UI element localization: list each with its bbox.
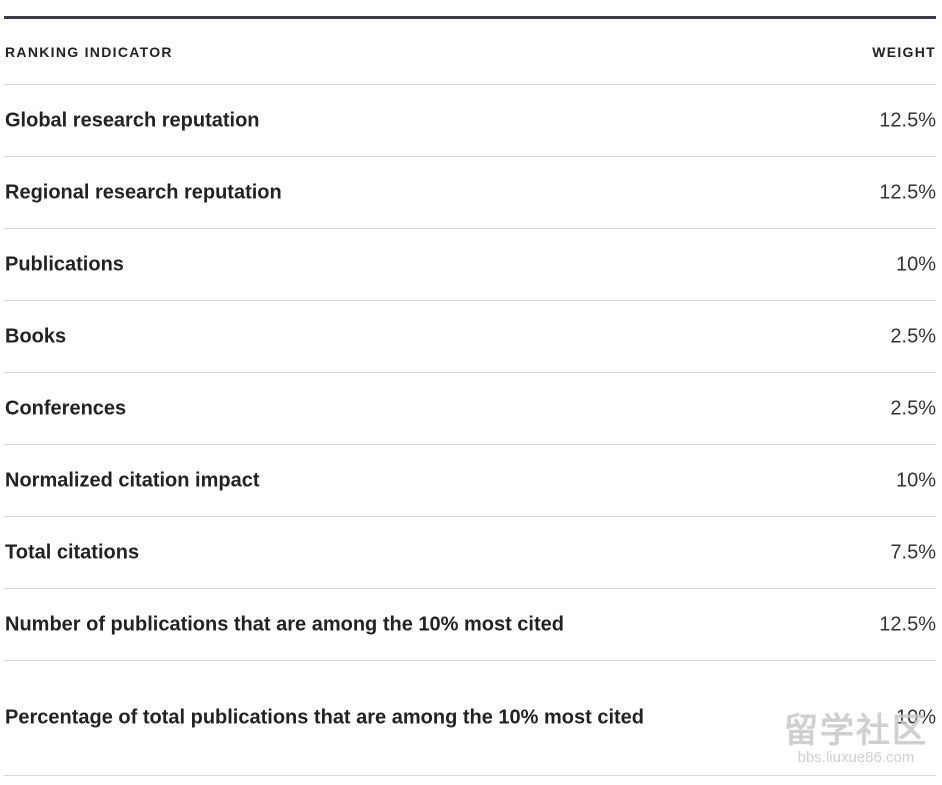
weight-cell: 10% [895,706,936,729]
table-row: Books 2.5% [4,301,936,373]
indicator-cell: Total citations [5,541,140,563]
indicator-cell: Publications [5,253,124,275]
table-row: Conferences 2.5% [4,373,936,445]
indicator-cell: Number of publications that are among th… [5,613,564,635]
table: RANKING INDICATOR WEIGHT Global research r… [4,16,936,776]
header-cell: RANKING INDICATOR [5,43,173,60]
indicator-cell: Percentage of total publications that ar… [5,706,645,729]
table-row: Total citations 7.5% [4,517,936,589]
indicator-cell: Books [5,325,67,347]
table-row: Global research reputation 12.5% [4,85,936,157]
weight-cell: 7.5% [890,541,936,563]
header-row: RANKING INDICATOR WEIGHT [4,19,936,85]
watermark-title: 留学社区 [784,712,928,750]
weight-cell: 2.5% [890,325,936,347]
indicator-cell: Regional research reputation [5,181,282,203]
table-row: Regional research reputation 12.5% [4,157,936,229]
watermark-url: bbs.liuxue86.com [797,749,915,766]
table-row: Publications 10% [4,229,936,301]
indicator-cell: Global research reputation [5,109,260,131]
weight-cell: 10% [895,469,936,491]
table-row: Percentage of total publications that ar… [4,661,936,776]
indicator-cell: Normalized citation impact [5,469,260,491]
table-row: Number of publications that are among th… [4,589,936,661]
weight-cell: 12.5% [879,109,936,131]
weight-cell: 2.5% [890,397,936,419]
indicator-cell: Conferences [5,397,127,419]
table-row: Normalized citation impact 10% [4,445,936,517]
weight-cell: 12.5% [879,613,936,635]
weight-cell: 10% [895,253,936,275]
watermark: 留学社区 bbs.liuxue86.com [784,712,928,766]
header-cell: WEIGHT [872,43,936,60]
weight-cell: 12.5% [879,181,936,203]
